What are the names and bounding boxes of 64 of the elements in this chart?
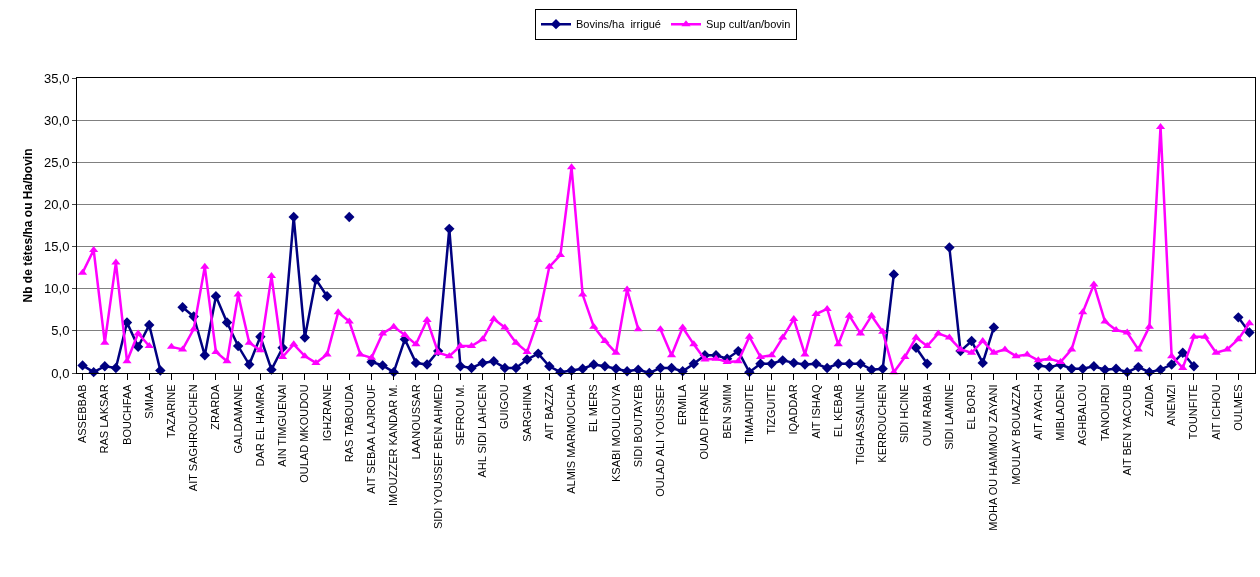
x-tick-label: AHL SIDI LAHCEN [476, 384, 489, 478]
x-tick-label: OULMES [1231, 384, 1244, 431]
y-tick-label: 10,0 [44, 281, 70, 297]
x-tick-label: AIT ICHOU [1209, 384, 1222, 440]
x-tick-label: IMOUZZER KANDAR M. [387, 384, 400, 507]
y-axis-title: Nb de têtes/ha ou Ha/bovin [21, 148, 36, 303]
x-tick-label: TIZGUITE [765, 384, 778, 435]
x-tick-label: ANEMZI [1165, 384, 1178, 426]
x-tick-label: ERMILA [676, 383, 689, 426]
x-tick-label: AIT BAZZA [542, 383, 555, 440]
x-tick-label: IQADDAR [787, 384, 800, 435]
x-tick-label: GUIGOU [498, 384, 511, 430]
x-tick-label: BEN SMIM [720, 384, 733, 439]
x-tick-label: AIT SEBAA LAJROUF [365, 384, 378, 494]
x-tick-label: OUM RABIA [920, 383, 933, 447]
x-tick-label: BOUCHFAA [120, 383, 133, 445]
x-tick-label: KERROUCHEN [876, 384, 889, 463]
x-tick-label: TANOURDI [1098, 384, 1111, 442]
x-tick-label: SARGHINA [520, 383, 533, 442]
x-tick-label: TIMAHDITE [742, 384, 755, 444]
x-tick-label: TIGHASSALINE [854, 384, 867, 465]
x-tick-label: TOUNFITE [1187, 384, 1200, 440]
x-tick-label: AGHBALOU [1076, 384, 1089, 446]
x-tick-label: SIDI BOUTAYEB [631, 384, 644, 468]
x-tick-label: EL KEBAB [831, 384, 844, 438]
legend-label: Sup cult/an/bovin [706, 18, 791, 31]
x-tick-label: SIDI YOUSSEF BEN AHMED [431, 384, 444, 530]
x-tick-label: KSABI MOULOUYA [609, 383, 622, 483]
x-tick-label: AIT ISHAQ [809, 383, 822, 439]
x-tick-label: IGHZRANE [320, 384, 333, 442]
x-tick-label: OULAD ALI YOUSSEF [654, 384, 667, 497]
x-tick-label: ZAIDA [1142, 383, 1155, 417]
x-tick-label: ASSEBBAB [76, 384, 89, 444]
legend-label: Bovins/ha irrigué [576, 18, 661, 31]
x-tick-label: EL MERS [587, 384, 600, 433]
x-tick-label: MOHA OU HAMMOU ZAYANI [987, 384, 1000, 531]
x-tick-label: SEFROU M. [453, 384, 466, 446]
x-tick-label: AIT SAGHROUCHEN [187, 384, 200, 492]
y-tick-label: 15,0 [44, 239, 70, 255]
x-tick-label: EL BORJ [965, 384, 978, 430]
x-tick-label: RAS LAKSAR [98, 384, 111, 454]
x-tick-label: MIBLADEN [1054, 384, 1067, 441]
y-tick-label: 20,0 [44, 196, 70, 212]
x-tick-label: ZRARDA [209, 383, 222, 430]
x-tick-label: AIT AYACH [1031, 384, 1044, 441]
x-tick-label: TAZARINE [165, 384, 178, 438]
x-tick-label: RAS TABOUDA [342, 383, 355, 463]
x-tick-label: ALMIS MARMOUCHA [565, 383, 578, 494]
x-tick-label: OULAD MKOUDOU [298, 384, 311, 483]
x-tick-label: DAR EL HAMRA [253, 383, 266, 467]
y-tick-label: 0,0 [51, 365, 70, 381]
y-tick-label: 35,0 [44, 70, 70, 86]
x-tick-label: SIDI LAMINE [942, 384, 955, 450]
y-tick-label: 25,0 [44, 154, 70, 170]
x-tick-label: MOULAY BOUAZZA [1009, 383, 1022, 485]
y-tick-label: 30,0 [44, 112, 70, 128]
x-tick-label: SIDI HCINE [898, 384, 911, 444]
x-tick-label: LAANOUSSAR [409, 384, 422, 460]
x-tick-label: AIT BEN YACOUB [1120, 384, 1133, 476]
x-tick-label: GALDAMANE [231, 384, 244, 454]
x-tick-label: OUAD IFRANE [698, 384, 711, 460]
x-tick-label: SMIAA [142, 383, 155, 419]
x-tick-label: AIN TIMGUENAI [276, 384, 289, 467]
y-tick-label: 5,0 [51, 323, 70, 339]
